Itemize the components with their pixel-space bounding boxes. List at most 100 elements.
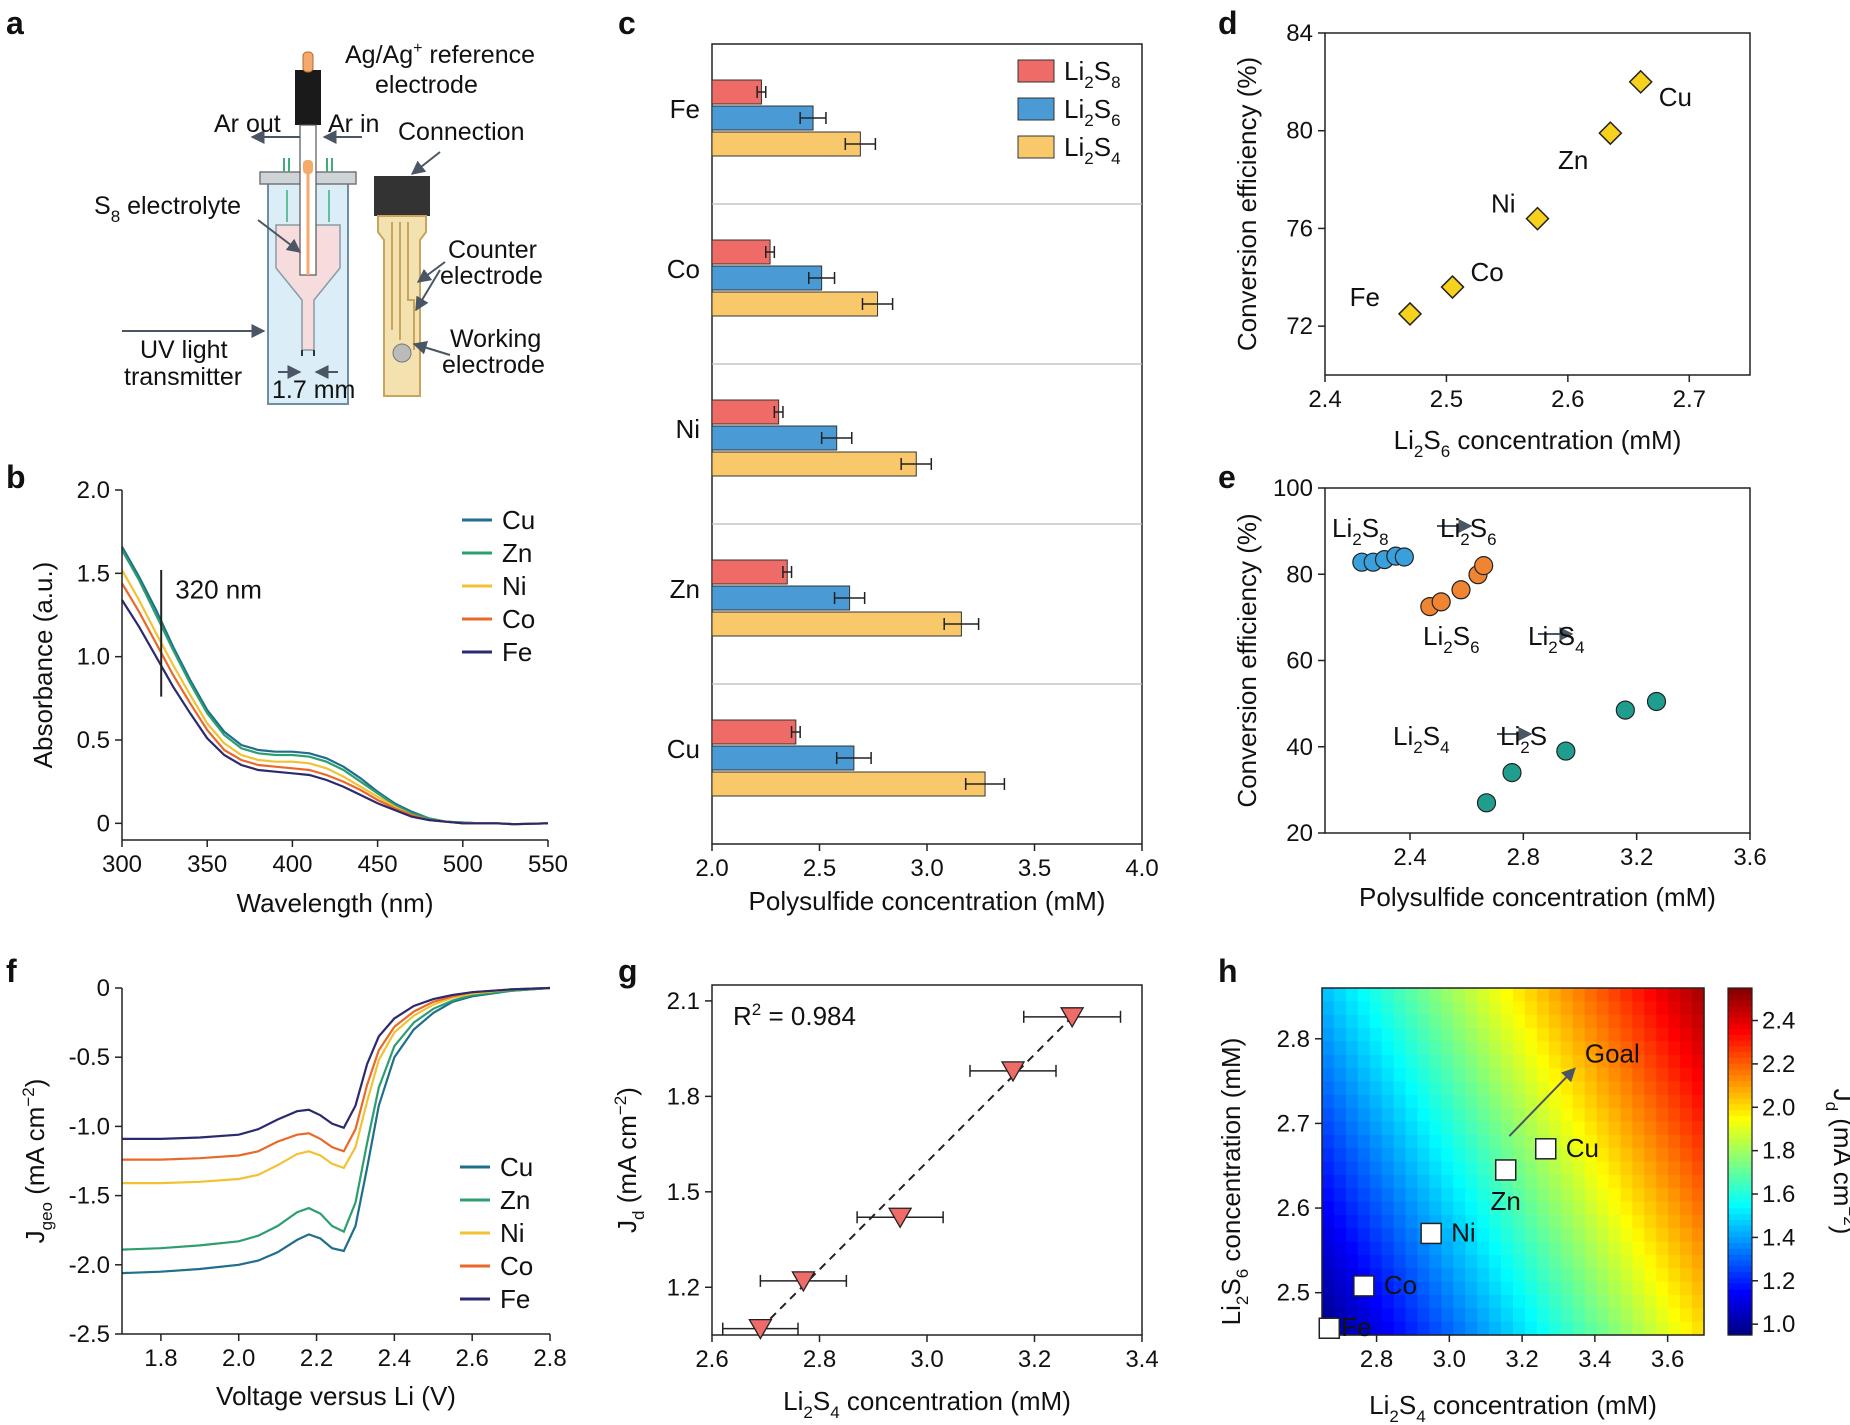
c-legend-label-0: Li2S8 [1064, 56, 1121, 92]
heatmap-cell [1501, 1214, 1514, 1229]
heatmap-cell [1369, 1241, 1383, 1256]
heatmap-cell [1644, 1308, 1657, 1323]
heatmap-cell [1560, 1281, 1574, 1296]
heatmap-cell [1656, 1201, 1669, 1216]
heatmap-cell [1548, 1014, 1562, 1029]
b-legend-label-co: Co [502, 604, 535, 634]
heatmap-cell [1596, 1228, 1610, 1243]
text-part: S [1453, 621, 1470, 651]
g-y-tick-label: 1.2 [667, 1274, 700, 1301]
heatmap-cell [1322, 1121, 1335, 1136]
heatmap-cell [1656, 1214, 1669, 1229]
heatmap-cell [1465, 1068, 1478, 1083]
f-y-tick-label: -1.5 [69, 1183, 110, 1210]
heatmap-cell [1596, 1268, 1610, 1283]
heatmap-cell [1584, 1308, 1598, 1323]
text-part: 2 [752, 1000, 761, 1019]
panel-b-chart: 300 350 400 450 500 550 0 0.5 1.0 1.5 2.0 320 nm CuZ… [28, 477, 568, 918]
heatmap-cell [1656, 1268, 1669, 1283]
heatmap-cell [1524, 1308, 1538, 1323]
colorbar-segment [1728, 1242, 1752, 1249]
text-part: 4 [1416, 1407, 1425, 1425]
heatmap-cell [1548, 1068, 1562, 1083]
heatmap-cell [1572, 1214, 1586, 1229]
d-y-tick-label: 80 [1286, 118, 1313, 145]
heatmap-cell [1572, 1228, 1586, 1243]
heatmap-cell [1489, 1308, 1502, 1323]
heatmap-cell [1405, 1294, 1419, 1309]
heatmap-cell [1572, 1201, 1586, 1216]
c-legend-swatch-2 [1017, 135, 1055, 159]
heatmap-cell [1381, 1281, 1395, 1296]
heatmap-cell [1608, 1081, 1622, 1096]
heatmap-cell [1405, 1228, 1419, 1243]
heatmap-cell [1513, 1068, 1526, 1083]
heatmap-cell [1357, 1014, 1371, 1029]
heatmap-cell [1357, 1041, 1371, 1056]
h-y-axis-title: Li2S6 concentration (mM) [1216, 1038, 1252, 1326]
heatmap-cell [1489, 1214, 1502, 1229]
heatmap-cell [1513, 1201, 1526, 1216]
heatmap-cell [1453, 1321, 1466, 1336]
e-y-tick-label: 80 [1286, 561, 1313, 588]
heatmap-cell [1477, 1188, 1490, 1203]
heatmap-cell [1393, 1014, 1407, 1029]
heatmap-cell [1417, 1001, 1431, 1016]
heatmap-cell [1656, 1148, 1669, 1163]
heatmap-cell [1620, 1068, 1633, 1083]
h-y-tick-label: 2.8 [1277, 1026, 1310, 1053]
e-point-s2 [1615, 700, 1635, 720]
heatmap-cell [1417, 1268, 1431, 1283]
heatmap-cell [1548, 1294, 1562, 1309]
heatmap-cell [1668, 1094, 1681, 1109]
colorbar-segment [1728, 1196, 1752, 1203]
text-part: ) [612, 1087, 642, 1096]
ref-electrode-label: Ag/Ag+ reference [345, 40, 535, 69]
heatmap-cell [1333, 1014, 1347, 1029]
heatmap-cell [1632, 1214, 1645, 1229]
e-x-tick-label: 2.4 [1393, 844, 1426, 871]
heatmap-cell [1345, 1028, 1359, 1042]
h-point-ni [1420, 1222, 1442, 1245]
heatmap-cell [1524, 1001, 1538, 1016]
heatmap-cell [1644, 1054, 1657, 1069]
heatmap-cell [1501, 1094, 1514, 1109]
heatmap-cell [1357, 1028, 1371, 1042]
text-part: d [629, 1210, 648, 1219]
heatmap-cell [1536, 1241, 1550, 1256]
heatmap-cell [1620, 1174, 1633, 1189]
f-x-tick-label: 2.8 [533, 1345, 566, 1372]
heatmap-cell [1620, 1214, 1633, 1229]
heatmap-cell [1560, 1294, 1574, 1309]
heatmap-cell [1656, 1068, 1669, 1083]
heatmap-cell [1524, 1294, 1538, 1309]
heatmap-cell [1369, 1148, 1383, 1163]
heatmap-cell [1536, 1121, 1550, 1136]
heatmap-cell [1477, 1121, 1490, 1136]
heatmap-cell [1417, 1121, 1431, 1136]
heatmap-cell [1345, 1308, 1359, 1323]
heatmap-cell [1692, 1081, 1705, 1096]
heatmap-cell [1584, 1134, 1598, 1149]
text-part: 2 [1413, 738, 1422, 757]
colorbar-tick-label: 1.0 [1762, 1311, 1795, 1338]
heatmap-cell [1680, 1041, 1693, 1056]
connection-cap [374, 176, 430, 216]
heatmap-cell [1429, 1028, 1442, 1042]
bar-ni-series0 [711, 399, 780, 425]
bar-fe-series0 [711, 79, 762, 105]
heatmap-cell [1620, 1268, 1633, 1283]
heatmap-cell [1608, 1148, 1622, 1163]
heatmap-cell [1560, 1268, 1574, 1283]
heatmap-cell [1632, 1068, 1645, 1083]
heatmap-cell [1536, 1054, 1550, 1069]
heatmap-cell [1322, 1214, 1335, 1229]
heatmap-cell [1393, 1321, 1407, 1336]
heatmap-cell [1632, 1081, 1645, 1096]
heatmap-cell [1393, 1214, 1407, 1229]
heatmap-cell [1596, 1094, 1610, 1109]
panel-label-f: f [6, 953, 17, 989]
heatmap-cell [1656, 1188, 1669, 1203]
heatmap-cell [1393, 1094, 1407, 1109]
heatmap-cell [1441, 1121, 1454, 1136]
